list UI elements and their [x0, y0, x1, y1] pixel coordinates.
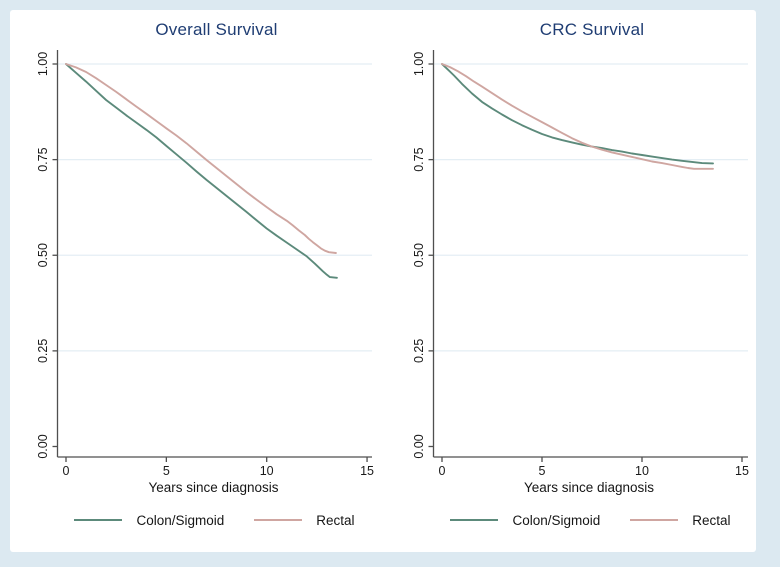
panel2-x-axis-label: Years since diagnosis [523, 480, 655, 495]
rectal-line-swatch [630, 519, 679, 521]
x-tick-label: 0 [439, 464, 446, 478]
legend-label-rectal: Rectal [316, 512, 355, 528]
legend-item-colon-sigmoid: Colon/Sigmoid [74, 513, 224, 528]
x-tick-label: 10 [260, 464, 274, 478]
y-tick-label: 0.75 [412, 147, 426, 171]
panel1-title: Overall Survival [155, 20, 278, 39]
colon-sigmoid-line-swatch [450, 519, 499, 521]
y-tick-label: 0.50 [412, 243, 426, 267]
x-tick-label: 5 [163, 464, 170, 478]
survival-curve-colon-sigmoid [441, 63, 714, 165]
survival-curve-rectal [441, 63, 714, 170]
legend-label-rectal: Rectal [692, 512, 731, 528]
panel2-title: CRC Survival [539, 20, 645, 39]
x-tick-label: 15 [360, 464, 374, 478]
colon-sigmoid-line-swatch [74, 519, 123, 521]
panel1-legend: Colon/Sigmoid Rectal [57, 511, 372, 529]
panel2-legend: Colon/Sigmoid Rectal [433, 511, 748, 529]
y-tick-label: 0.50 [36, 243, 50, 267]
y-tick-label: 1.00 [412, 52, 426, 76]
legend-label-colon-sigmoid: Colon/Sigmoid [136, 512, 225, 528]
graph-canvas [10, 10, 756, 552]
legend-item-colon-sigmoid: Colon/Sigmoid [450, 513, 600, 528]
x-tick-label: 0 [63, 464, 70, 478]
x-tick-label: 10 [635, 464, 649, 478]
y-tick-label: 0.25 [36, 339, 50, 363]
panel1-x-axis-label: Years since diagnosis [148, 480, 279, 495]
survival-curve-rectal [65, 63, 337, 254]
legend-item-rectal: Rectal [630, 512, 731, 528]
y-tick-label: 0.25 [412, 339, 426, 363]
y-tick-label: 1.00 [36, 52, 50, 76]
y-tick-label: 0.00 [412, 434, 426, 458]
x-tick-label: 15 [735, 464, 749, 478]
y-tick-label: 0.00 [36, 434, 50, 458]
y-tick-label: 0.75 [36, 147, 50, 171]
legend-item-rectal: Rectal [254, 512, 355, 528]
survival-curve-colon-sigmoid [65, 63, 338, 279]
legend-label-colon-sigmoid: Colon/Sigmoid [512, 512, 601, 528]
x-tick-label: 5 [539, 464, 546, 478]
rectal-line-swatch [254, 519, 303, 521]
